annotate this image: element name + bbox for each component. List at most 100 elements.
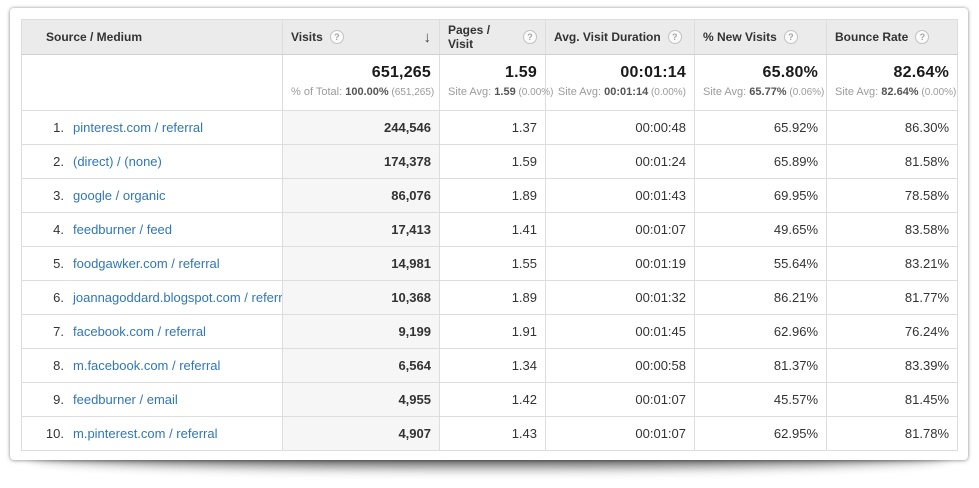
- bounce-rate-value: 83.21%: [904, 256, 949, 271]
- visits-cell: 10,368: [282, 280, 440, 315]
- help-icon[interactable]: ?: [783, 30, 798, 44]
- help-icon[interactable]: ?: [915, 30, 930, 44]
- new-visits-cell: 62.95%: [694, 416, 827, 451]
- row-rank: 4.: [53, 222, 64, 237]
- total-sub-value: 1.59: [494, 86, 516, 98]
- source-medium-cell: 4. feedburner / feed: [21, 212, 283, 247]
- bounce-rate-cell: 81.78%: [826, 416, 958, 451]
- source-medium-link[interactable]: google / organic: [73, 188, 166, 203]
- source-medium-cell: 1. pinterest.com / referral: [21, 110, 283, 145]
- pages-per-visit-cell: 1.91: [439, 314, 546, 349]
- total-bounce-value: 82.64%: [893, 64, 949, 81]
- new-visits-cell: 45.57%: [694, 382, 827, 417]
- avg-duration-value: 00:01:19: [635, 256, 686, 271]
- visits-cell: 17,413: [282, 212, 440, 247]
- visits-value: 6,564: [398, 358, 431, 373]
- visits-value: 244,546: [384, 120, 431, 135]
- pages-per-visit-value: 1.42: [511, 392, 537, 407]
- visits-value: 9,199: [398, 324, 431, 339]
- source-medium-link[interactable]: (direct) / (none): [73, 154, 162, 169]
- pages-per-visit-value: 1.41: [511, 222, 537, 237]
- column-header-label: % New Visits: [703, 30, 777, 44]
- row-rank: 8.: [53, 358, 64, 373]
- help-icon[interactable]: ?: [667, 30, 682, 44]
- pages-per-visit-value: 1.91: [511, 324, 537, 339]
- row-rank: 2.: [53, 154, 64, 169]
- new-visits-cell: 49.65%: [694, 212, 827, 247]
- total-sub-value: 100.00%: [345, 86, 389, 98]
- totals-empty-cell: [21, 54, 283, 111]
- pages-per-visit-value: 1.89: [511, 188, 537, 203]
- pages-per-visit-cell: 1.89: [439, 280, 546, 315]
- new-visits-value: 65.92%: [773, 120, 818, 135]
- pages-per-visit-cell: 1.89: [439, 178, 546, 213]
- avg-duration-value: 00:01:24: [635, 154, 686, 169]
- visits-value: 14,981: [391, 256, 431, 271]
- source-medium-link[interactable]: facebook.com / referral: [73, 324, 206, 339]
- visits-value: 4,955: [398, 392, 431, 407]
- bounce-rate-cell: 81.77%: [826, 280, 958, 315]
- new-visits-cell: 65.92%: [694, 110, 827, 145]
- avg-duration-value: 00:01:07: [635, 222, 686, 237]
- avg-duration-cell: 00:01:45: [545, 314, 695, 349]
- column-header-avg-visit-duration[interactable]: Avg. Visit Duration ?: [545, 19, 695, 55]
- column-header-visits[interactable]: Visits ? ↓: [282, 19, 440, 55]
- pages-per-visit-value: 1.34: [511, 358, 537, 373]
- new-visits-cell: 86.21%: [694, 280, 827, 315]
- total-sub-label: % of Total:: [291, 86, 346, 98]
- column-header-pages-per-visit[interactable]: Pages / Visit ?: [439, 19, 546, 55]
- source-medium-link[interactable]: m.facebook.com / referral: [73, 358, 221, 373]
- help-icon[interactable]: ?: [329, 30, 344, 44]
- column-header-new-visits[interactable]: % New Visits ?: [694, 19, 827, 55]
- pages-per-visit-value: 1.89: [511, 290, 537, 305]
- visits-cell: 9,199: [282, 314, 440, 349]
- column-header-source-medium[interactable]: Source / Medium: [21, 19, 283, 55]
- bounce-rate-cell: 83.58%: [826, 212, 958, 247]
- source-medium-link[interactable]: joannagoddard.blogspot.com / referral: [73, 290, 283, 305]
- new-visits-value: 69.95%: [773, 188, 818, 203]
- bounce-rate-cell: 81.45%: [826, 382, 958, 417]
- avg-duration-cell: 00:01:24: [545, 144, 695, 179]
- bounce-rate-cell: 76.24%: [826, 314, 958, 349]
- bounce-rate-cell: 83.21%: [826, 246, 958, 281]
- source-medium-cell: 10. m.pinterest.com / referral: [21, 416, 283, 451]
- total-sub-label: Site Avg:: [557, 86, 605, 98]
- column-header-bounce-rate[interactable]: Bounce Rate ?: [826, 19, 958, 55]
- avg-duration-value: 00:01:45: [635, 324, 686, 339]
- new-visits-value: 45.57%: [773, 392, 818, 407]
- totals-duration-cell: 00:01:14 Site Avg: 00:01:14 (0.00%): [545, 54, 695, 111]
- total-sub-label: Site Avg:: [448, 86, 495, 98]
- column-header-label: Avg. Visit Duration: [554, 30, 661, 44]
- table-row: 5. foodgawker.com / referral 14,981 1.55 …: [21, 246, 958, 281]
- source-medium-link[interactable]: foodgawker.com / referral: [73, 256, 220, 271]
- total-sub-paren: (0.00%): [515, 87, 554, 98]
- total-sub-paren: (651,265): [388, 87, 435, 98]
- bounce-rate-value: 81.78%: [904, 426, 949, 441]
- visits-value: 4,907: [398, 426, 431, 441]
- bounce-rate-value: 81.45%: [904, 392, 949, 407]
- new-visits-value: 86.21%: [773, 290, 818, 305]
- pages-per-visit-value: 1.43: [511, 426, 537, 441]
- row-rank: 9.: [53, 392, 64, 407]
- help-icon[interactable]: ?: [523, 30, 537, 44]
- visits-value: 10,368: [391, 290, 431, 305]
- sort-desc-arrow-icon: ↓: [423, 28, 432, 46]
- source-medium-cell: 8. m.facebook.com / referral: [21, 348, 283, 383]
- totals-new-visits-cell: 65.80% Site Avg: 65.77% (0.06%): [694, 54, 827, 111]
- avg-duration-value: 00:01:32: [635, 290, 686, 305]
- bounce-rate-value: 83.39%: [904, 358, 949, 373]
- source-medium-cell: 5. foodgawker.com / referral: [21, 246, 283, 281]
- pages-per-visit-cell: 1.59: [439, 144, 546, 179]
- avg-duration-cell: 00:00:48: [545, 110, 695, 145]
- bounce-rate-value: 76.24%: [904, 324, 949, 339]
- column-header-label: Bounce Rate: [835, 30, 909, 44]
- source-medium-link[interactable]: feedburner / feed: [73, 222, 173, 237]
- visits-value: 174,378: [384, 154, 431, 169]
- table-body: 651,265 % of Total: 100.00% (651,265) 1.…: [21, 54, 958, 451]
- pages-per-visit-cell: 1.41: [439, 212, 546, 247]
- source-medium-link[interactable]: m.pinterest.com / referral: [73, 426, 218, 441]
- table-row: 2. (direct) / (none) 174,378 1.59 00:01:2…: [21, 144, 958, 179]
- source-medium-link[interactable]: feedburner / email: [73, 392, 178, 407]
- source-medium-link[interactable]: pinterest.com / referral: [73, 120, 204, 135]
- total-sub-paren: (0.00%): [648, 87, 686, 98]
